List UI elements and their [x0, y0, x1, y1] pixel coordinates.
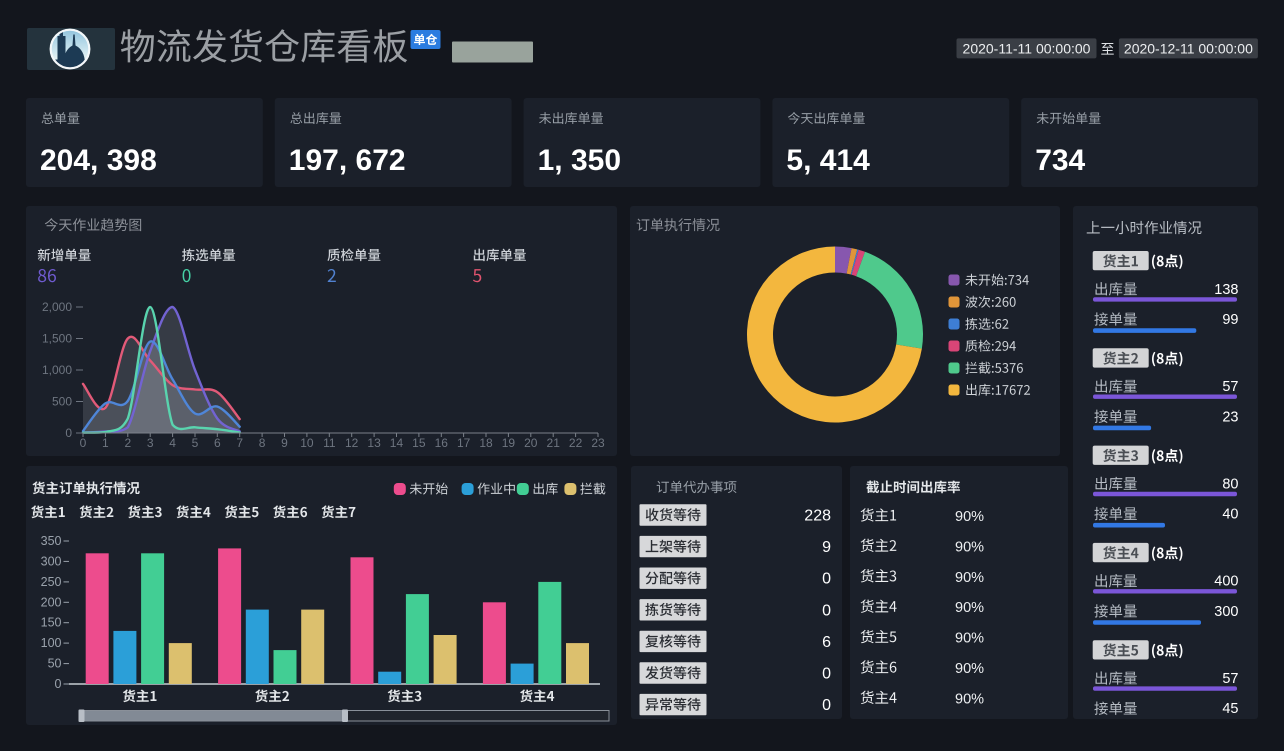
- svg-text:11: 11: [323, 436, 336, 450]
- svg-text:40: 40: [1222, 507, 1238, 523]
- svg-text:80: 80: [1222, 476, 1238, 492]
- svg-text:4: 4: [169, 436, 176, 450]
- svg-text:2: 2: [124, 436, 131, 450]
- svg-text:22: 22: [569, 436, 583, 450]
- svg-text:50: 50: [48, 657, 62, 671]
- svg-text:14: 14: [390, 436, 404, 450]
- svg-text:18: 18: [479, 436, 493, 450]
- svg-text:90%: 90%: [955, 661, 984, 677]
- svg-text:2020-12-11 00:00:00: 2020-12-11 00:00:00: [1124, 41, 1253, 57]
- svg-text:23: 23: [591, 436, 605, 450]
- svg-text:0: 0: [822, 697, 831, 714]
- svg-text:300: 300: [1214, 604, 1238, 620]
- svg-text:0: 0: [822, 571, 831, 588]
- svg-text:21: 21: [547, 436, 561, 450]
- svg-text:9: 9: [281, 436, 288, 450]
- svg-text:90%: 90%: [955, 539, 984, 555]
- svg-text:90%: 90%: [955, 691, 984, 707]
- svg-text:57: 57: [1222, 379, 1238, 395]
- svg-text:204, 398: 204, 398: [40, 144, 157, 177]
- svg-text:12: 12: [345, 436, 359, 450]
- svg-text:90%: 90%: [955, 509, 984, 525]
- svg-text:400: 400: [1214, 574, 1238, 590]
- svg-text:9: 9: [822, 539, 831, 556]
- svg-text:99: 99: [1222, 312, 1238, 328]
- svg-text:19: 19: [502, 436, 516, 450]
- svg-text:10: 10: [300, 436, 314, 450]
- svg-text:17: 17: [457, 436, 471, 450]
- svg-text:1,500: 1,500: [42, 332, 72, 346]
- svg-text:2,000: 2,000: [42, 300, 72, 314]
- svg-text:20: 20: [524, 436, 538, 450]
- svg-text:15: 15: [412, 436, 426, 450]
- svg-text:5, 414: 5, 414: [786, 144, 870, 177]
- svg-text:6: 6: [214, 436, 221, 450]
- svg-text:90%: 90%: [955, 631, 984, 647]
- svg-text:1,000: 1,000: [42, 363, 72, 377]
- svg-text:0: 0: [80, 436, 87, 450]
- svg-text:138: 138: [1214, 282, 1238, 298]
- svg-text:734: 734: [1035, 144, 1085, 177]
- svg-text:90%: 90%: [955, 600, 984, 616]
- svg-text:200: 200: [41, 595, 62, 609]
- svg-text:350: 350: [41, 534, 62, 548]
- svg-text:6: 6: [822, 634, 831, 651]
- svg-text:0: 0: [822, 602, 831, 619]
- svg-text:90%: 90%: [955, 570, 984, 586]
- svg-text:57: 57: [1222, 671, 1238, 687]
- svg-text:100: 100: [41, 636, 62, 650]
- svg-text:2020-11-11 00:00:00: 2020-11-11 00:00:00: [963, 41, 1091, 57]
- svg-text:228: 228: [804, 508, 831, 525]
- svg-text:5: 5: [192, 436, 199, 450]
- svg-text:250: 250: [41, 575, 62, 589]
- svg-text:197, 672: 197, 672: [289, 144, 406, 177]
- svg-text:16: 16: [435, 436, 449, 450]
- svg-text:500: 500: [52, 395, 72, 409]
- svg-text:0: 0: [55, 677, 62, 691]
- svg-text:0: 0: [65, 426, 72, 440]
- svg-text:0: 0: [822, 666, 831, 683]
- svg-text:23: 23: [1222, 409, 1238, 425]
- svg-text:1, 350: 1, 350: [538, 144, 621, 177]
- svg-text:150: 150: [41, 616, 62, 630]
- svg-text:13: 13: [367, 436, 381, 450]
- svg-text:1: 1: [102, 436, 109, 450]
- svg-text:3: 3: [147, 436, 154, 450]
- svg-text:45: 45: [1222, 701, 1238, 717]
- svg-text:7: 7: [236, 436, 243, 450]
- svg-text:8: 8: [259, 436, 266, 450]
- svg-text:300: 300: [41, 554, 62, 568]
